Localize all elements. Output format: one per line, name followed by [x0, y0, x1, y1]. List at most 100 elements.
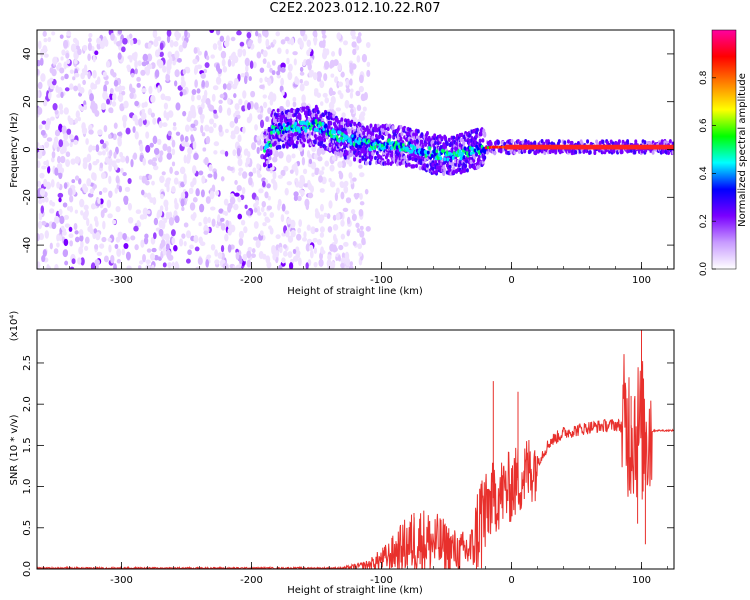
spectrogram-cell — [265, 160, 269, 165]
spectrogram-cell — [169, 56, 173, 65]
spectrogram-cell — [91, 145, 96, 151]
spectrogram-cell — [94, 243, 99, 250]
spectrogram-cell — [345, 78, 350, 86]
spectrogram-cell — [187, 249, 192, 256]
spectrogram-cell — [105, 60, 111, 68]
spectrogram-cell — [37, 142, 40, 147]
spectrogram-cell — [367, 138, 371, 143]
spectrogram-cell — [158, 59, 164, 69]
spectrogram-cell — [196, 64, 203, 70]
spectrogram-cell — [222, 263, 228, 269]
spectrogram-cell — [256, 135, 260, 141]
spectrogram-cell — [115, 236, 121, 243]
spectrogram-cell — [320, 136, 324, 142]
spectrogram-cell — [232, 51, 236, 57]
spectrogram-cell — [364, 161, 368, 166]
spectrogram-cell — [242, 126, 246, 134]
spectrogram-cell — [60, 56, 64, 61]
spectrogram-cell — [171, 161, 176, 167]
spectrogram-cell — [331, 50, 336, 57]
spectrogram-cell — [200, 124, 204, 134]
spectrogram-cell — [540, 138, 544, 144]
spectrogram-cell — [408, 141, 411, 146]
spectrogram-cell — [87, 53, 91, 62]
spectrogram-cell — [259, 77, 263, 84]
spectrogram-cell — [390, 150, 394, 155]
spectrogram-cell — [197, 257, 203, 266]
spectrogram-cell — [93, 172, 97, 182]
spectrogram-cell — [319, 188, 325, 193]
spectrogram-cell — [41, 165, 47, 170]
spectrogram-cell — [117, 95, 122, 101]
spectrogram-cell — [297, 37, 303, 45]
spectrogram-cell — [213, 150, 218, 155]
spectrogram-cell — [153, 232, 157, 240]
spectrogram-cell — [272, 39, 277, 45]
spectrogram-cell — [316, 239, 322, 246]
spectrogram-cell — [275, 31, 281, 37]
spectrogram-cell — [68, 226, 73, 232]
spectrogram-cell — [125, 251, 131, 261]
spectrogram-cell — [349, 108, 354, 114]
spectrogram-cell — [356, 104, 362, 112]
spectrogram-cell — [123, 100, 129, 109]
spectrogram-cell — [58, 234, 62, 242]
spectrogram-cell — [44, 141, 50, 149]
spectrogram-cell — [61, 125, 67, 134]
spectrogram-cell — [668, 139, 672, 144]
spectrogram-cell — [313, 247, 318, 254]
spectrogram-cell — [147, 42, 152, 49]
spectrogram-cell — [222, 92, 228, 101]
spectrogram-cell — [473, 155, 477, 160]
spectrogram-cell — [120, 155, 126, 163]
spectrogram-cell — [292, 51, 298, 56]
spectrogram-cell — [234, 110, 241, 116]
spectrogram-cell — [255, 199, 259, 206]
spectrogram-cell — [370, 155, 374, 160]
x-tick-label: -300 — [110, 575, 133, 586]
spectrogram-cell — [163, 199, 169, 208]
spectrogram-cell — [160, 93, 166, 101]
spectrogram-cell — [293, 58, 297, 66]
colorbar-bar — [711, 29, 737, 270]
spectrogram-cell — [337, 90, 342, 95]
spectrogram-cell — [322, 47, 328, 55]
spectrogram-cell — [66, 30, 72, 37]
spectrogram-cell — [533, 140, 537, 145]
spectrogram-cell — [190, 214, 194, 220]
spectrogram-cell — [403, 155, 407, 160]
spectrogram-cell — [462, 155, 466, 160]
spectrogram-cell — [154, 69, 160, 78]
spectrogram-cell — [98, 190, 103, 195]
spectrogram-cell — [461, 151, 465, 156]
spectrogram-cell — [64, 73, 69, 80]
spectrogram-cell — [84, 209, 89, 218]
spectrogram-cell — [123, 243, 129, 249]
spectrogram-cell — [199, 203, 205, 213]
spectrogram-cell — [57, 62, 62, 69]
spectrogram-cell — [321, 166, 325, 171]
spectrogram-cell — [246, 32, 252, 39]
chart-title: C2E2.2023.012.10.22.R07 — [269, 1, 441, 16]
spectrogram-cell — [62, 202, 68, 208]
spectrogram-cell — [312, 72, 318, 81]
spectrogram-cell — [287, 251, 293, 258]
spectrogram-cell — [359, 144, 362, 149]
spectrogram-cell — [63, 238, 69, 247]
spectrogram-cell — [435, 149, 439, 154]
spectrogram-cell — [127, 202, 133, 211]
spectrogram-cell — [365, 41, 371, 49]
spectrogram-cell — [301, 157, 306, 166]
spectrogram-cell — [229, 120, 235, 128]
spectrogram-cell — [134, 59, 138, 69]
spectrogram-cell — [125, 127, 131, 135]
spectrogram-cell — [73, 139, 79, 145]
spectrogram-cell — [317, 156, 323, 162]
spectrogram-cell — [333, 150, 337, 156]
spectrogram-cell — [92, 70, 97, 79]
spectrogram-cell — [95, 263, 99, 269]
spectrogram-cell — [269, 149, 273, 155]
spectrogram-cell — [116, 131, 123, 137]
spectrogram-cell — [354, 193, 359, 200]
spectrogram-cell — [248, 113, 253, 122]
